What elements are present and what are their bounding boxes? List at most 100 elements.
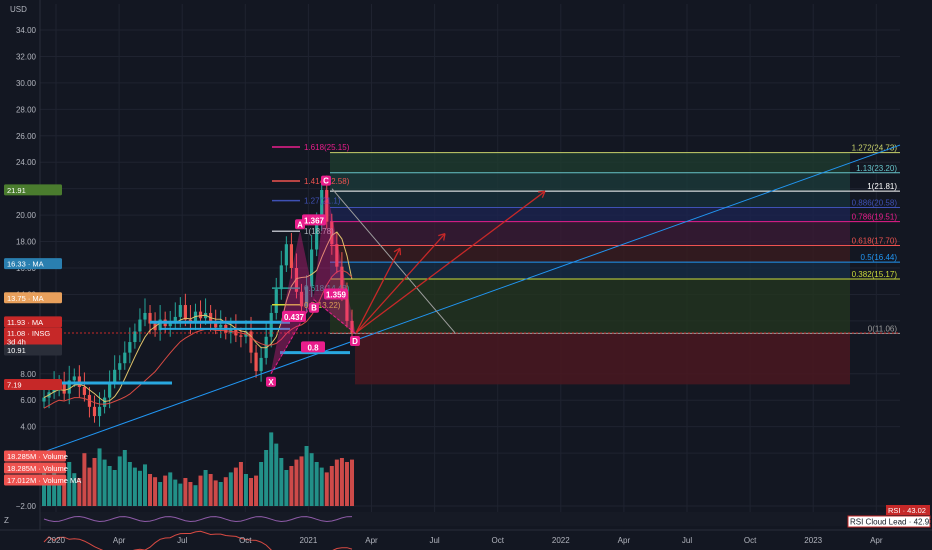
volume-bar bbox=[344, 462, 349, 506]
rsi-pane: RSI Cloud Lead · 42.93 RSI · 43.02 bbox=[40, 505, 932, 528]
candle-body bbox=[168, 322, 172, 327]
volume-bar bbox=[142, 464, 147, 506]
volume-bar bbox=[213, 480, 218, 506]
pattern-ratio-label: 0.8 bbox=[307, 343, 319, 352]
volume-bar bbox=[183, 478, 188, 506]
price-tick-label: 32.00 bbox=[16, 52, 37, 61]
volume-bar bbox=[127, 462, 132, 506]
pattern-point-badge bbox=[266, 376, 276, 387]
price-axis-badge bbox=[4, 335, 62, 347]
pattern-point-badge bbox=[309, 302, 319, 313]
candle-body bbox=[294, 268, 299, 292]
candle-body bbox=[229, 328, 233, 333]
price-axis-badge bbox=[4, 316, 62, 328]
time-tick-label: Apr bbox=[870, 536, 883, 545]
candle-body bbox=[97, 406, 102, 417]
volume-bar bbox=[112, 470, 117, 506]
price-axis-badge-text: 11.08 · INSG bbox=[7, 329, 50, 338]
pattern-point-label: A bbox=[297, 220, 303, 229]
candle-body bbox=[249, 331, 253, 353]
volume-bar bbox=[329, 466, 334, 506]
time-tick-label: Oct bbox=[491, 536, 504, 545]
fib-zone bbox=[330, 152, 850, 173]
scale-marker: Z bbox=[4, 516, 9, 525]
candle-body bbox=[92, 406, 97, 417]
price-axis-badge bbox=[4, 292, 62, 304]
price-axis-badge-text: 16.33 · MA bbox=[7, 260, 44, 269]
ema-line bbox=[43, 269, 353, 409]
pattern-ratio-label: 0.437 bbox=[284, 313, 305, 322]
time-tick-label: 2022 bbox=[552, 536, 570, 545]
time-tick-label: 2023 bbox=[804, 536, 822, 545]
price-axis-badge bbox=[4, 344, 62, 356]
candle-body bbox=[67, 380, 71, 394]
volume-bar bbox=[188, 482, 193, 506]
volume-bar bbox=[350, 459, 354, 506]
pattern-point-badge bbox=[350, 336, 360, 347]
candle-body bbox=[284, 244, 288, 266]
time-tick-label: 2020 bbox=[47, 536, 65, 545]
volume-bar bbox=[137, 470, 142, 506]
candle-body bbox=[128, 342, 132, 353]
candle-body bbox=[259, 357, 263, 372]
volume-bar bbox=[299, 456, 304, 506]
price-tick-label: 4.00 bbox=[20, 423, 36, 432]
fib-level-label: 0.5(16.44) bbox=[861, 253, 898, 262]
target-arrowhead bbox=[537, 190, 546, 199]
volume-ma-line bbox=[43, 530, 353, 550]
volume-bar bbox=[254, 475, 259, 506]
price-tick-label: 18.00 bbox=[16, 238, 37, 247]
pattern-ratio-badge bbox=[302, 214, 326, 226]
candle-body bbox=[193, 311, 198, 324]
volume-axis-badge bbox=[4, 462, 66, 474]
candle-body bbox=[310, 249, 314, 287]
volume-bar bbox=[274, 443, 279, 506]
volume-bar bbox=[309, 453, 314, 506]
volume-bar bbox=[249, 478, 254, 506]
fib-zone bbox=[330, 245, 850, 263]
time-tick-label: Apr bbox=[365, 536, 378, 545]
volume-bar bbox=[148, 474, 153, 506]
volume-bar bbox=[82, 453, 87, 506]
volume-bar bbox=[87, 467, 92, 506]
volume-bar bbox=[77, 478, 82, 506]
candle-body bbox=[148, 312, 152, 324]
volume-bar bbox=[122, 450, 127, 506]
candle-body bbox=[123, 352, 127, 364]
price-axis-badge-text: 3d 4h bbox=[7, 337, 26, 346]
pattern-point-label: X bbox=[268, 378, 274, 387]
volume-bar bbox=[173, 479, 178, 506]
fib-level-label: 0.382(15.17) bbox=[852, 270, 898, 279]
price-tick-label: 26.00 bbox=[16, 132, 37, 141]
target-arrowhead bbox=[438, 233, 446, 241]
candle-body bbox=[214, 320, 218, 328]
candle-body bbox=[108, 381, 112, 398]
candle-body bbox=[219, 324, 223, 328]
volume-bar bbox=[233, 467, 238, 506]
volume-bar bbox=[193, 485, 198, 506]
fib-zone bbox=[330, 278, 850, 334]
volume-bar bbox=[269, 432, 274, 506]
volume-bar bbox=[198, 475, 203, 506]
rsi-value-text: RSI · 43.02 bbox=[888, 506, 926, 515]
time-tick-label: Apr bbox=[618, 536, 631, 545]
price-tick-label: 34.00 bbox=[16, 26, 37, 35]
price-axis-badge-text: 11.93 · MA bbox=[7, 318, 43, 327]
pattern-point-badge bbox=[321, 175, 331, 186]
candle-body bbox=[118, 363, 122, 370]
fib-level-label: 0(11.06) bbox=[868, 324, 898, 333]
price-tick-label: 8.00 bbox=[20, 370, 36, 379]
candle-body bbox=[72, 376, 76, 381]
volume-bar bbox=[67, 462, 72, 506]
fib-level-label: 1.272(24.73) bbox=[852, 144, 898, 153]
candle-body bbox=[289, 244, 294, 268]
harmonic-pattern: X A B C D 1.367 0.437 1.359 0.8 bbox=[266, 175, 360, 387]
candle-body bbox=[133, 331, 137, 343]
volume-bar bbox=[264, 450, 269, 506]
price-axis-badge bbox=[4, 184, 62, 196]
candle-body bbox=[183, 305, 187, 320]
target-arrow bbox=[355, 247, 401, 334]
rsi-legend-text: RSI Cloud Lead · 42.93 bbox=[850, 518, 932, 527]
